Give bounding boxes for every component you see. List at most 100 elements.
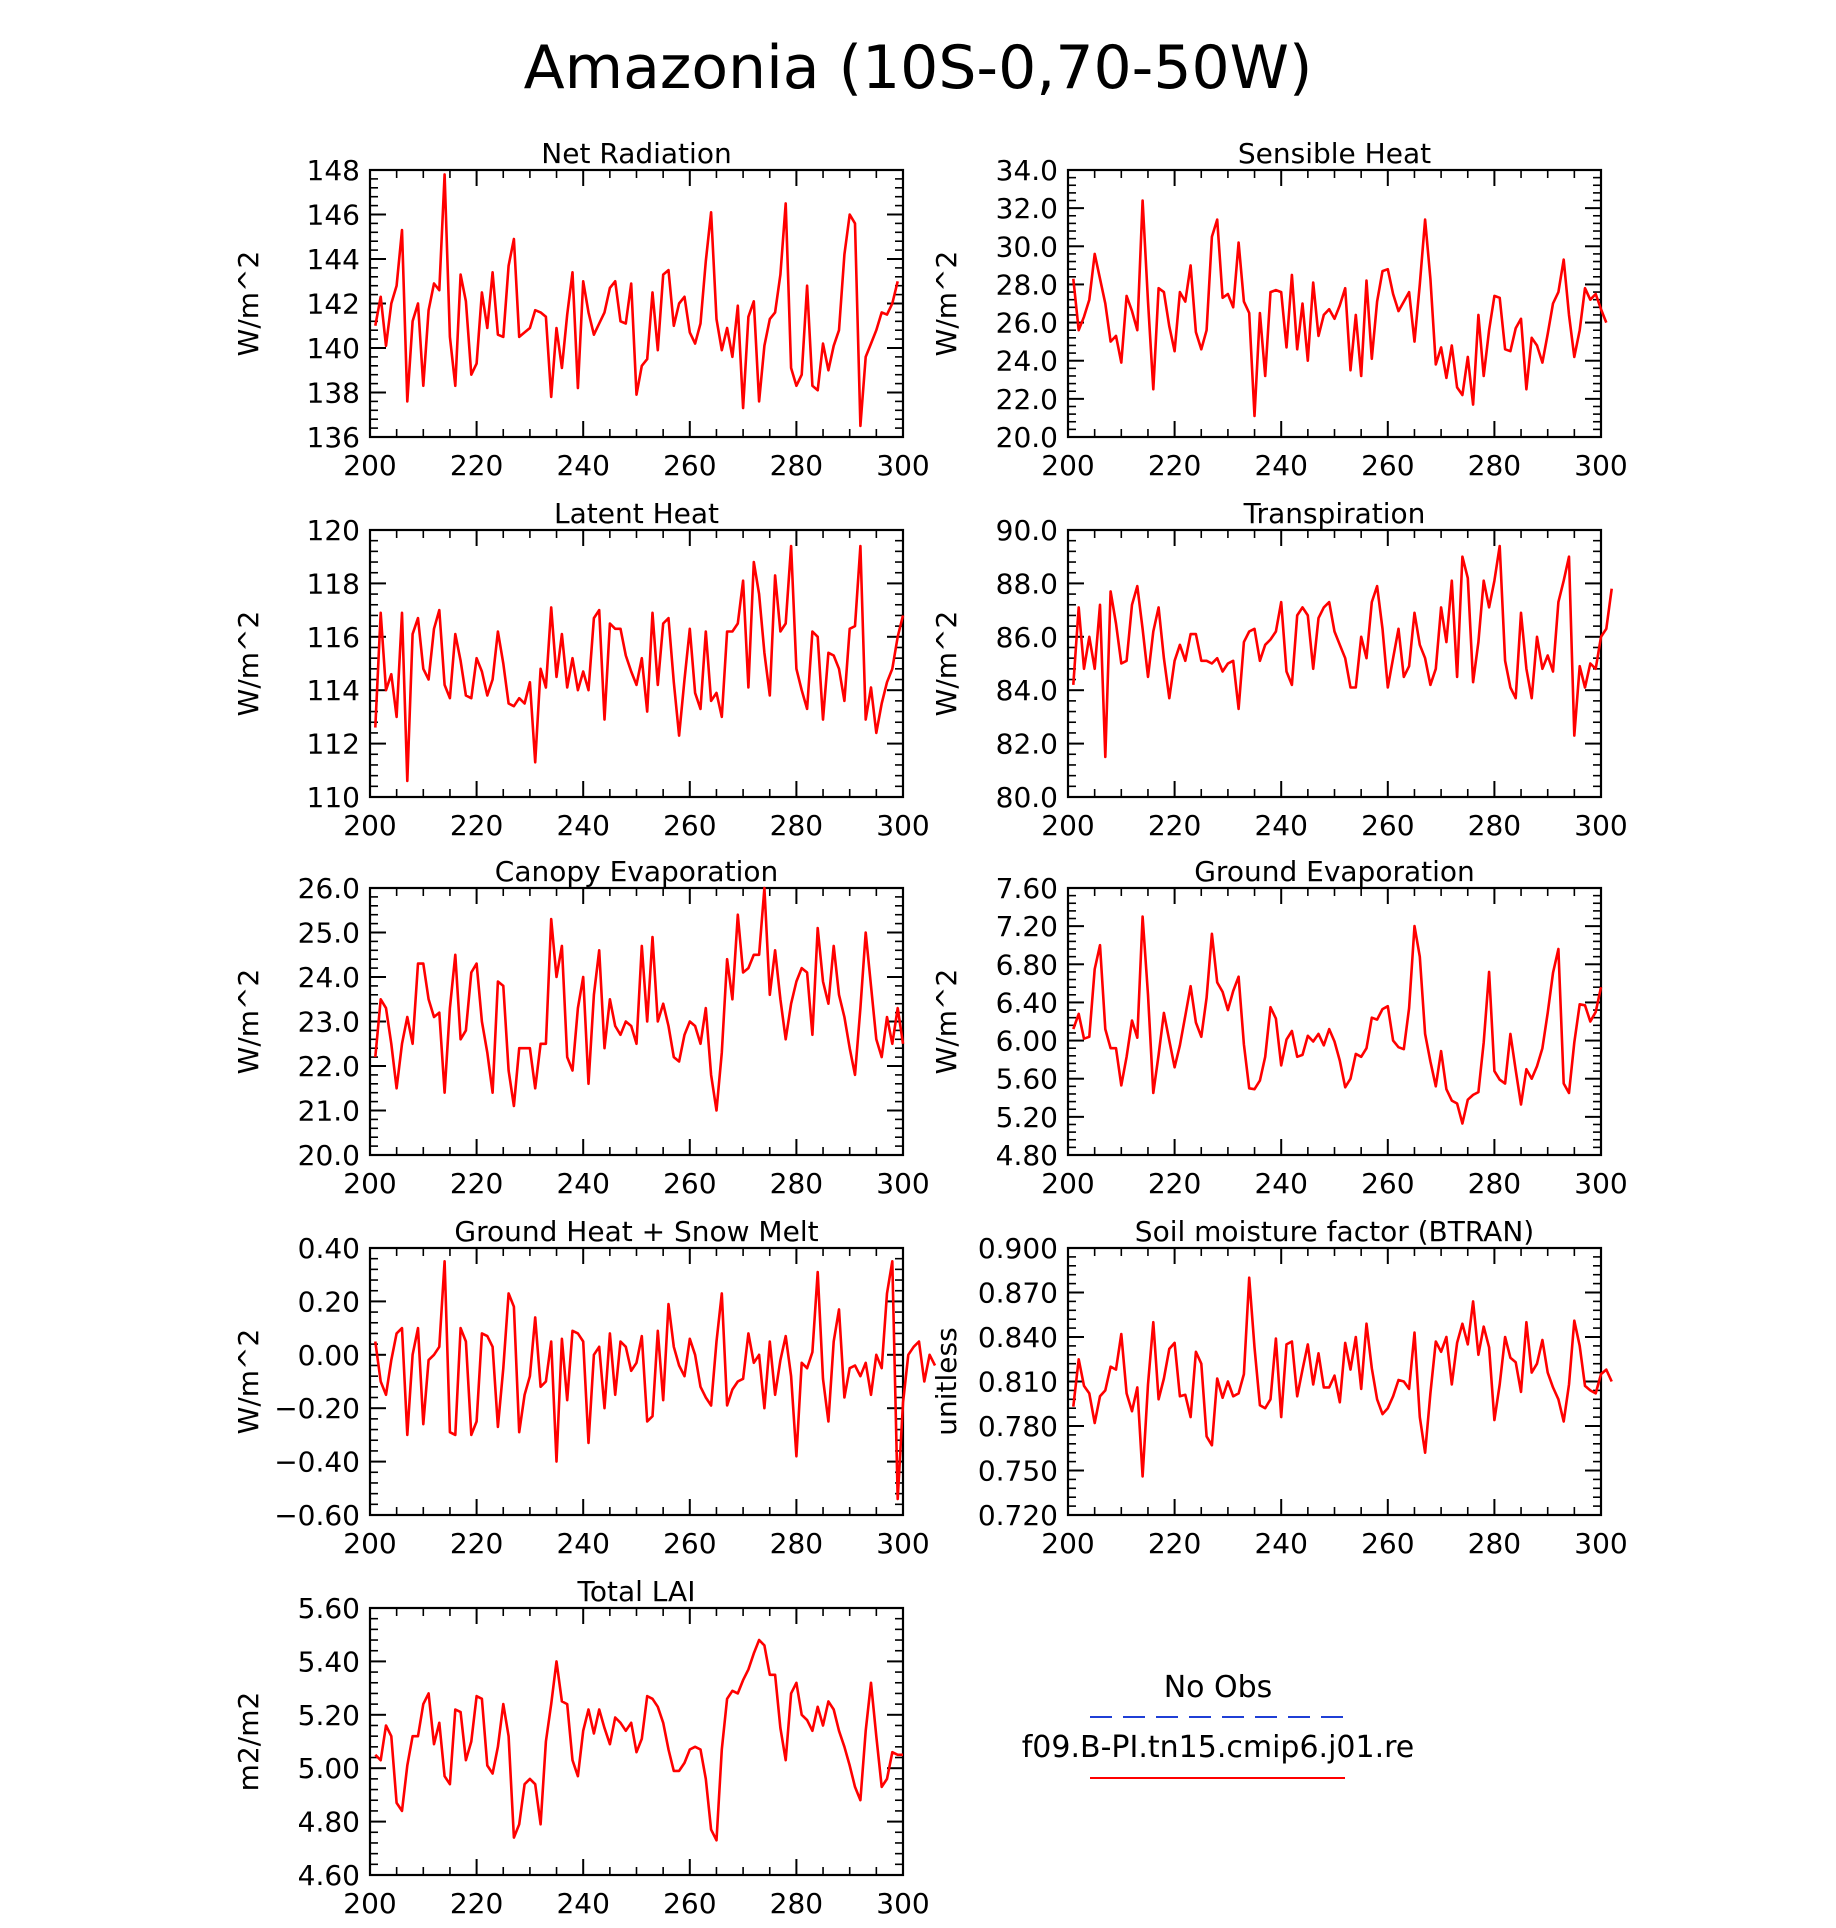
- y-tick-label: 23.0: [298, 1006, 360, 1039]
- series-line-soil-moisture-factor-btran: [1072, 1276, 1613, 1478]
- y-tick-label: 34.0: [996, 154, 1058, 187]
- y-axis-label: W/m^2: [930, 969, 963, 1075]
- x-tick-label: 200: [343, 1887, 396, 1920]
- x-tick-label: 200: [343, 1527, 396, 1560]
- y-tick-label: 28.0: [996, 268, 1058, 301]
- x-tick-label: 280: [1468, 1527, 1521, 1560]
- y-tick-label: 0.720: [978, 1499, 1058, 1532]
- x-tick-label: 260: [663, 1887, 716, 1920]
- x-tick-label: 280: [1468, 809, 1521, 842]
- panel-net-radiation: 200 220 240 260 280 300 136 138 140 142 144 146 148 N…: [232, 137, 930, 482]
- y-tick-label: −0.60: [274, 1499, 360, 1532]
- y-tick-label: 146: [307, 199, 360, 232]
- x-tick-label: 300: [1574, 1167, 1627, 1200]
- x-tick-label: 220: [450, 1167, 503, 1200]
- y-tick-label: 112: [307, 728, 360, 761]
- y-tick-label: 4.80: [298, 1806, 360, 1839]
- y-tick-label: 88.0: [996, 567, 1058, 600]
- x-tick-label: 200: [343, 1167, 396, 1200]
- y-axis-label: W/m^2: [232, 969, 265, 1075]
- panel-sensible-heat: 200 220 240 260 280 300 20.0 22.0 24.0 26.0 28.0 30…: [930, 137, 1628, 482]
- x-tick-label: 220: [1148, 449, 1201, 482]
- panel-ground-evaporation: 200 220 240 260 280 300 4.80 5.20 5.60 6.00 6.40 6.…: [930, 855, 1628, 1200]
- y-tick-label: 148: [307, 154, 360, 187]
- y-tick-label: 22.0: [298, 1050, 360, 1083]
- panel-soil-moisture-factor-btran: 200 220 240 260 280 300 0.720 0.750 0.780 0.810 0.…: [930, 1215, 1628, 1560]
- panel-title: Sensible Heat: [1238, 137, 1431, 170]
- x-tick-label: 260: [1361, 1527, 1414, 1560]
- plot-frame: [1066, 886, 1603, 1157]
- y-tick-label: 5.20: [996, 1101, 1058, 1134]
- panel-title: Canopy Evaporation: [495, 855, 778, 888]
- y-tick-label: 6.80: [996, 948, 1058, 981]
- x-tick-label: 200: [343, 449, 396, 482]
- panel-transpiration: 200 220 240 260 280 300 80.0 82.0 84.0 86.0 88.0 90…: [930, 497, 1628, 842]
- x-tick-label: 260: [663, 449, 716, 482]
- y-tick-label: −0.40: [274, 1446, 360, 1479]
- y-tick-label: 4.80: [996, 1139, 1058, 1172]
- y-tick-label: 24.0: [996, 345, 1058, 378]
- panel-title: Net Radiation: [541, 137, 731, 170]
- series-line-sensible-heat: [1072, 199, 1608, 418]
- y-tick-label: 136: [307, 421, 360, 454]
- y-tick-label: 7.20: [996, 910, 1058, 943]
- y-tick-label: 0.870: [978, 1277, 1058, 1310]
- y-tick-label: 0.40: [298, 1232, 360, 1265]
- chart-panels: 200 220 240 260 280 300 136 138 140 142 144 146 148 N…: [232, 137, 1628, 1920]
- plot-frame: [1066, 528, 1603, 799]
- y-tick-label: 114: [307, 674, 360, 707]
- x-tick-label: 200: [1041, 449, 1094, 482]
- y-tick-label: 0.900: [978, 1232, 1058, 1265]
- x-tick-label: 300: [1574, 809, 1627, 842]
- y-tick-label: 0.750: [978, 1455, 1058, 1488]
- y-tick-label: 24.0: [298, 961, 360, 994]
- plot-frame: [1066, 1246, 1603, 1517]
- x-tick-label: 240: [556, 1167, 609, 1200]
- x-tick-label: 260: [1361, 1167, 1414, 1200]
- y-axis-label: W/m^2: [232, 1329, 265, 1435]
- x-tick-label: 200: [1041, 809, 1094, 842]
- y-tick-label: 110: [307, 781, 360, 814]
- x-tick-label: 220: [450, 1527, 503, 1560]
- panel-title: Soil moisture factor (BTRAN): [1135, 1215, 1534, 1248]
- y-tick-label: 5.20: [298, 1699, 360, 1732]
- x-tick-label: 260: [663, 1527, 716, 1560]
- panel-total-lai: 200 220 240 260 280 300 4.60 4.80 5.00 5.20 5.40 5.…: [232, 1575, 930, 1920]
- x-tick-label: 240: [556, 449, 609, 482]
- y-tick-label: 138: [307, 377, 360, 410]
- y-tick-label: 6.40: [996, 986, 1058, 1019]
- plot-frame: [368, 1246, 905, 1517]
- plot-frame: [368, 528, 905, 799]
- y-tick-label: 0.00: [298, 1339, 360, 1372]
- y-tick-label: 30.0: [996, 230, 1058, 263]
- x-tick-label: 300: [1574, 1527, 1627, 1560]
- y-tick-label: 6.00: [996, 1025, 1058, 1058]
- x-tick-label: 220: [1148, 1167, 1201, 1200]
- y-tick-label: 118: [307, 567, 360, 600]
- y-tick-label: 140: [307, 332, 360, 365]
- legend: No Obs f09.B-PI.tn15.cmip6.j01.re: [1022, 1670, 1414, 1779]
- y-tick-label: 90.0: [996, 514, 1058, 547]
- x-tick-label: 260: [1361, 449, 1414, 482]
- y-tick-label: 20.0: [996, 421, 1058, 454]
- x-tick-label: 220: [1148, 1527, 1201, 1560]
- y-tick-label: 144: [307, 243, 360, 276]
- y-axis-label: unitless: [930, 1327, 963, 1435]
- y-tick-label: −0.20: [274, 1392, 360, 1425]
- panel-title: Ground Evaporation: [1194, 855, 1475, 888]
- x-tick-label: 240: [1254, 1527, 1307, 1560]
- y-axis-label: W/m^2: [232, 251, 265, 357]
- x-tick-label: 300: [876, 1167, 929, 1200]
- y-tick-label: 0.780: [978, 1410, 1058, 1443]
- y-tick-label: 0.840: [978, 1321, 1058, 1354]
- y-tick-label: 0.810: [978, 1366, 1058, 1399]
- series-line-canopy-evaporation: [374, 886, 905, 1112]
- x-tick-label: 280: [770, 809, 823, 842]
- y-axis-label: W/m^2: [930, 611, 963, 717]
- y-axis-label: m2/m2: [232, 1692, 265, 1792]
- y-tick-label: 26.0: [298, 872, 360, 905]
- y-tick-label: 5.40: [298, 1645, 360, 1678]
- y-tick-label: 120: [307, 514, 360, 547]
- y-tick-label: 86.0: [996, 621, 1058, 654]
